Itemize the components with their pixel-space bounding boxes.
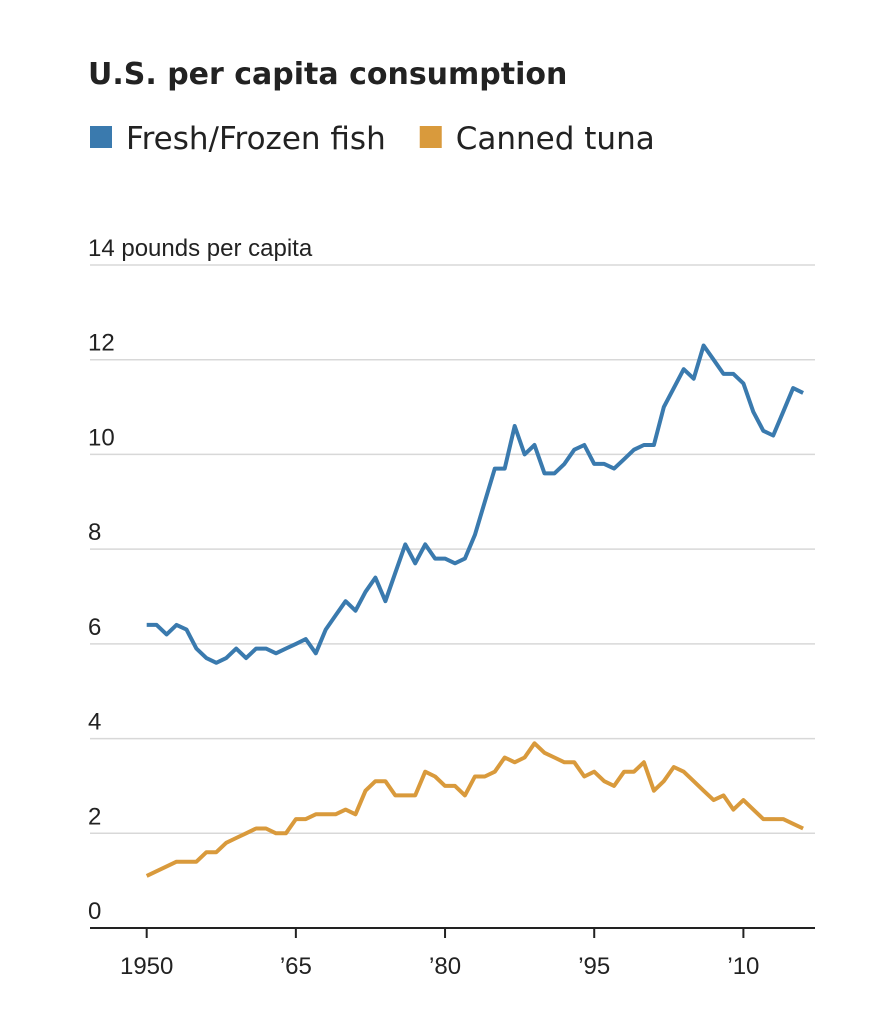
line-series bbox=[146, 343, 804, 665]
line-series bbox=[145, 741, 804, 878]
legend-label: Fresh/Frozen fish bbox=[126, 121, 386, 157]
y-tick-label: 4 bbox=[88, 709, 101, 736]
y-tick-label: 10 bbox=[88, 424, 115, 451]
x-tick-label: ’65 bbox=[280, 953, 312, 980]
y-tick-label: 14 pounds per capita bbox=[88, 235, 313, 262]
y-tick-label: 6 bbox=[88, 614, 101, 641]
y-tick-label: 0 bbox=[88, 898, 101, 925]
x-tick-label: ’95 bbox=[578, 953, 610, 980]
y-tick-label: 12 bbox=[88, 330, 115, 357]
x-tick-label: 1950 bbox=[120, 953, 173, 980]
x-tick-label: ’10 bbox=[727, 953, 759, 980]
legend-swatch bbox=[90, 126, 112, 148]
y-tick-label: 2 bbox=[88, 803, 101, 830]
legend: Fresh/Frozen fish Canned tuna bbox=[90, 121, 655, 157]
legend-label: Canned tuna bbox=[456, 121, 655, 157]
y-tick-label: 8 bbox=[88, 519, 101, 546]
x-tick-label: ’80 bbox=[429, 953, 461, 980]
chart-title: U.S. per capita consumption bbox=[88, 57, 567, 92]
legend-swatch bbox=[419, 126, 442, 148]
